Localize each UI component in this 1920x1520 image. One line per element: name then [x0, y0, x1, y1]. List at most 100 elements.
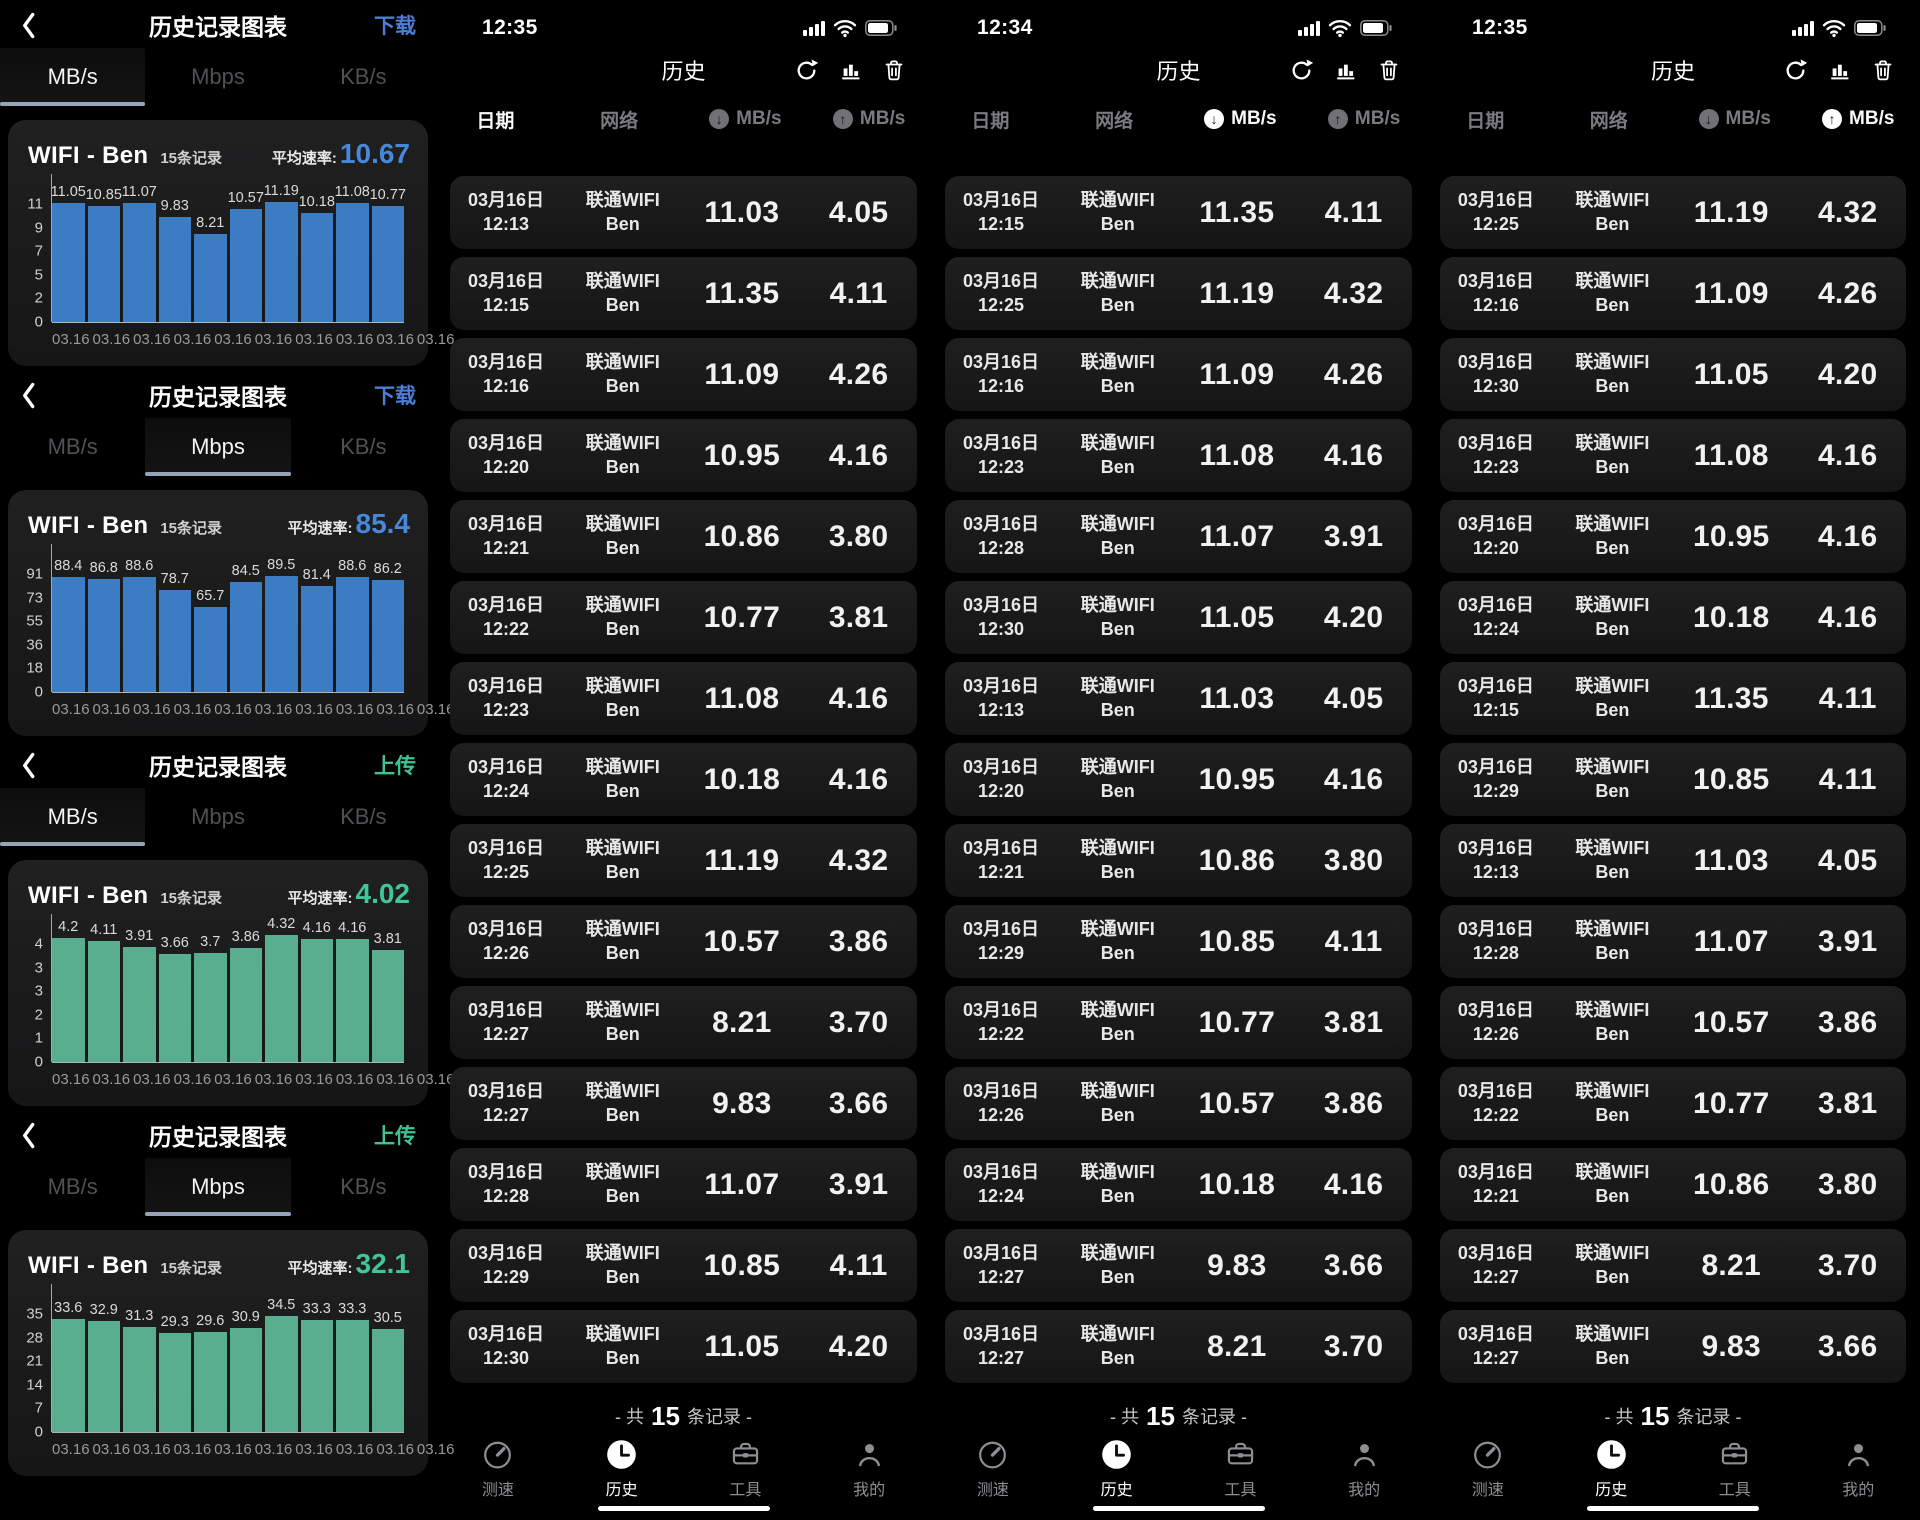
history-row[interactable]: 03月16日 12:23 联通WIFI Ben 11.08 4.16 [450, 662, 917, 735]
history-row[interactable]: 03月16日 12:30 联通WIFI Ben 11.05 4.20 [945, 581, 1412, 654]
history-row[interactable]: 03月16日 12:28 联通WIFI Ben 11.07 3.91 [1440, 905, 1906, 978]
refresh-icon[interactable] [1289, 57, 1314, 83]
tab-mbps[interactable]: Mbps [191, 64, 245, 89]
column-header-upload[interactable]: MB/s [1302, 108, 1426, 130]
column-header-download[interactable]: MB/s [1673, 108, 1797, 130]
bar-chart-icon[interactable] [838, 58, 863, 83]
history-row[interactable]: 03月16日 12:13 联通WIFI Ben 11.03 4.05 [450, 176, 917, 249]
back-icon[interactable] [20, 382, 44, 408]
tab-me[interactable]: 我的 [1302, 1438, 1426, 1500]
history-row[interactable]: 03月16日 12:26 联通WIFI Ben 10.57 3.86 [1440, 986, 1906, 1059]
history-row[interactable]: 03月16日 12:15 联通WIFI Ben 11.35 4.11 [450, 257, 917, 330]
history-row[interactable]: 03月16日 12:13 联通WIFI Ben 11.03 4.05 [1440, 824, 1906, 897]
history-row[interactable]: 03月16日 12:22 联通WIFI Ben 10.77 3.81 [450, 581, 917, 654]
history-row[interactable]: 03月16日 12:23 联通WIFI Ben 11.08 4.16 [945, 419, 1412, 492]
tab-me[interactable]: 我的 [1797, 1438, 1920, 1500]
history-row[interactable]: 03月16日 12:20 联通WIFI Ben 10.95 4.16 [1440, 500, 1906, 573]
column-header-date[interactable]: 日期 [476, 110, 515, 132]
upload-link[interactable]: 上传 [374, 755, 416, 778]
history-row[interactable]: 03月16日 12:24 联通WIFI Ben 10.18 4.16 [1440, 581, 1906, 654]
history-row[interactable]: 03月16日 12:13 联通WIFI Ben 11.03 4.05 [945, 662, 1412, 735]
tab-me[interactable]: 我的 [807, 1438, 931, 1500]
trash-icon[interactable] [1871, 58, 1896, 83]
history-row[interactable]: 03月16日 12:23 联通WIFI Ben 11.08 4.16 [1440, 419, 1906, 492]
home-indicator[interactable] [597, 1506, 770, 1511]
back-icon[interactable] [20, 12, 44, 38]
tab-mbs[interactable]: MB/s [0, 48, 146, 106]
history-row[interactable]: 03月16日 12:25 联通WIFI Ben 11.19 4.32 [1440, 176, 1906, 249]
history-row[interactable]: 03月16日 12:26 联通WIFI Ben 10.57 3.86 [450, 905, 917, 978]
column-header-upload[interactable]: MB/s [807, 108, 931, 130]
tab-tools[interactable]: 工具 [1673, 1438, 1797, 1500]
history-row[interactable]: 03月16日 12:22 联通WIFI Ben 10.77 3.81 [1440, 1067, 1906, 1140]
column-header-download[interactable]: MB/s [1178, 108, 1302, 130]
history-row[interactable]: 03月16日 12:28 联通WIFI Ben 11.07 3.91 [450, 1148, 917, 1221]
history-row[interactable]: 03月16日 12:20 联通WIFI Ben 10.95 4.16 [450, 419, 917, 492]
history-row[interactable]: 03月16日 12:16 联通WIFI Ben 11.09 4.26 [945, 338, 1412, 411]
column-header-upload[interactable]: MB/s [1796, 108, 1920, 130]
history-row[interactable]: 03月16日 12:24 联通WIFI Ben 10.18 4.16 [450, 743, 917, 816]
history-row[interactable]: 03月16日 12:30 联通WIFI Ben 11.05 4.20 [450, 1310, 917, 1383]
history-row[interactable]: 03月16日 12:29 联通WIFI Ben 10.85 4.11 [945, 905, 1412, 978]
history-row[interactable]: 03月16日 12:15 联通WIFI Ben 11.35 4.11 [945, 176, 1412, 249]
tab-kbs[interactable]: KB/s [340, 804, 387, 829]
tab-mbps[interactable]: Mbps [145, 418, 291, 476]
tab-speedtest[interactable]: 测速 [436, 1438, 560, 1500]
history-row[interactable]: 03月16日 12:29 联通WIFI Ben 10.85 4.11 [450, 1229, 917, 1302]
tab-speedtest[interactable]: 测速 [931, 1438, 1055, 1500]
download-link[interactable]: 下载 [374, 385, 416, 408]
column-header-date[interactable]: 日期 [971, 110, 1010, 132]
history-row[interactable]: 03月16日 12:27 联通WIFI Ben 9.83 3.66 [450, 1067, 917, 1140]
trash-icon[interactable] [1377, 58, 1402, 83]
back-icon[interactable] [20, 1122, 44, 1148]
history-row[interactable]: 03月16日 12:21 联通WIFI Ben 10.86 3.80 [450, 500, 917, 573]
tab-mbs[interactable]: MB/s [47, 1174, 98, 1199]
history-row[interactable]: 03月16日 12:27 联通WIFI Ben 9.83 3.66 [1440, 1310, 1906, 1383]
tab-tools[interactable]: 工具 [1179, 1438, 1303, 1500]
tab-tools[interactable]: 工具 [684, 1438, 808, 1500]
tab-history[interactable]: 历史 [1055, 1438, 1179, 1500]
tab-kbs[interactable]: KB/s [340, 434, 387, 459]
tab-mbps[interactable]: Mbps [145, 1158, 291, 1216]
history-row[interactable]: 03月16日 12:21 联通WIFI Ben 10.86 3.80 [945, 824, 1412, 897]
history-row[interactable]: 03月16日 12:20 联通WIFI Ben 10.95 4.16 [945, 743, 1412, 816]
tab-mbps[interactable]: Mbps [191, 804, 245, 829]
history-row[interactable]: 03月16日 12:27 联通WIFI Ben 8.21 3.70 [1440, 1229, 1906, 1302]
refresh-icon[interactable] [794, 57, 819, 83]
history-row[interactable]: 03月16日 12:16 联通WIFI Ben 11.09 4.26 [1440, 257, 1906, 330]
history-row[interactable]: 03月16日 12:22 联通WIFI Ben 10.77 3.81 [945, 986, 1412, 1059]
history-row[interactable]: 03月16日 12:27 联通WIFI Ben 8.21 3.70 [450, 986, 917, 1059]
history-row[interactable]: 03月16日 12:26 联通WIFI Ben 10.57 3.86 [945, 1067, 1412, 1140]
history-row[interactable]: 03月16日 12:28 联通WIFI Ben 11.07 3.91 [945, 500, 1412, 573]
upload-link[interactable]: 上传 [374, 1125, 416, 1148]
tab-history[interactable]: 历史 [1550, 1438, 1674, 1500]
history-row[interactable]: 03月16日 12:15 联通WIFI Ben 11.35 4.11 [1440, 662, 1906, 735]
history-row[interactable]: 03月16日 12:27 联通WIFI Ben 8.21 3.70 [945, 1310, 1412, 1383]
tab-history[interactable]: 历史 [560, 1438, 684, 1500]
column-header-network[interactable]: 网络 [600, 110, 639, 132]
back-icon[interactable] [20, 752, 44, 778]
download-link[interactable]: 下载 [374, 15, 416, 38]
history-row[interactable]: 03月16日 12:25 联通WIFI Ben 11.19 4.32 [945, 257, 1412, 330]
column-header-date[interactable]: 日期 [1466, 110, 1505, 132]
column-header-network[interactable]: 网络 [1095, 110, 1134, 132]
history-row[interactable]: 03月16日 12:29 联通WIFI Ben 10.85 4.11 [1440, 743, 1906, 816]
bar-chart-icon[interactable] [1827, 58, 1852, 83]
home-indicator[interactable] [1092, 1506, 1265, 1511]
history-row[interactable]: 03月16日 12:16 联通WIFI Ben 11.09 4.26 [450, 338, 917, 411]
column-header-network[interactable]: 网络 [1589, 110, 1628, 132]
refresh-icon[interactable] [1783, 57, 1808, 83]
tab-mbs[interactable]: MB/s [0, 788, 146, 846]
column-header-download[interactable]: MB/s [683, 108, 807, 130]
history-row[interactable]: 03月16日 12:27 联通WIFI Ben 9.83 3.66 [945, 1229, 1412, 1302]
history-row[interactable]: 03月16日 12:21 联通WIFI Ben 10.86 3.80 [1440, 1148, 1906, 1221]
tab-mbs[interactable]: MB/s [47, 434, 98, 459]
home-indicator[interactable] [1587, 1506, 1759, 1511]
history-row[interactable]: 03月16日 12:24 联通WIFI Ben 10.18 4.16 [945, 1148, 1412, 1221]
trash-icon[interactable] [882, 58, 907, 83]
tab-kbs[interactable]: KB/s [340, 64, 387, 89]
history-row[interactable]: 03月16日 12:25 联通WIFI Ben 11.19 4.32 [450, 824, 917, 897]
bar-chart-icon[interactable] [1333, 58, 1358, 83]
history-row[interactable]: 03月16日 12:30 联通WIFI Ben 11.05 4.20 [1440, 338, 1906, 411]
tab-kbs[interactable]: KB/s [340, 1174, 387, 1199]
